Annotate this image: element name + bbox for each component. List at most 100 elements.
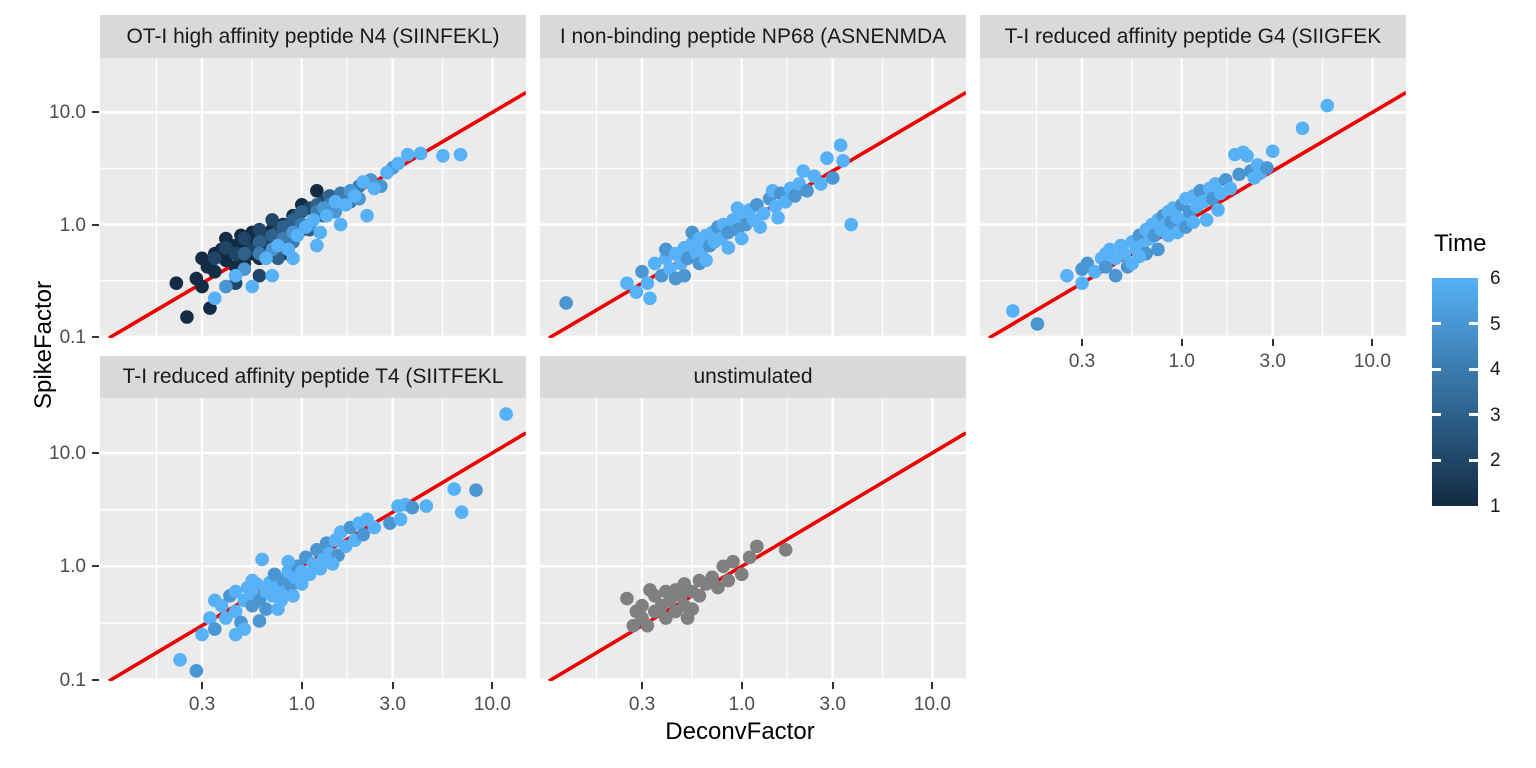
data-point [559, 296, 573, 310]
y-tick-label: 10.0 [49, 102, 86, 124]
data-point [454, 505, 469, 520]
data-point [356, 527, 370, 542]
data-point [447, 482, 461, 496]
data-point [640, 276, 655, 291]
y-tick-mark [92, 111, 99, 114]
legend-tick-label: 1 [1490, 496, 1501, 517]
data-point [1295, 121, 1310, 136]
data-point [237, 246, 252, 261]
data-point [635, 264, 649, 279]
x-tick-label: 3.0 [1259, 351, 1286, 372]
data-point [419, 499, 434, 513]
data-point [252, 268, 267, 283]
data-point [180, 310, 194, 324]
data-point [338, 197, 353, 212]
data-point [1240, 148, 1254, 163]
y-tick-mark [92, 335, 99, 338]
data-point [788, 189, 802, 203]
facet-plot-area [100, 58, 526, 338]
data-point [1151, 242, 1165, 257]
legend-tick-mark [1432, 458, 1441, 462]
legend-tick-mark [1469, 322, 1478, 326]
data-point [768, 199, 783, 214]
x-axis-title: DeconvFactor [665, 718, 815, 745]
data-point [1005, 304, 1020, 318]
legend-tick-mark [1432, 367, 1441, 371]
data-point [1099, 260, 1113, 274]
data-point [189, 663, 204, 678]
data-point [245, 573, 260, 588]
data-point [726, 554, 740, 569]
data-point [265, 228, 280, 243]
data-point [255, 552, 269, 567]
x-tick-label: 1.0 [728, 694, 755, 715]
facet-strip: T-I reduced affinity peptide T4 (SIITFEK… [100, 356, 526, 398]
facet-plot-area [100, 398, 526, 681]
legend-tick-mark [1432, 322, 1441, 326]
facet-panel [100, 398, 526, 681]
legend-tick-mark [1469, 367, 1478, 371]
x-tick-mark [1180, 339, 1183, 346]
data-point [348, 189, 362, 203]
data-point [635, 598, 649, 613]
x-tick-mark [931, 682, 934, 689]
data-point [836, 153, 850, 168]
facet-strip: I non-binding peptide NP68 (ASNENMDA [540, 15, 966, 58]
x-tick-mark [1081, 339, 1084, 346]
data-point [833, 138, 848, 152]
data-point [753, 220, 768, 234]
data-point [648, 256, 662, 271]
data-point [290, 228, 305, 243]
data-point [195, 627, 209, 642]
data-point [245, 279, 260, 294]
legend-tick-label: 5 [1490, 313, 1501, 335]
data-point [499, 407, 513, 421]
identity-line [988, 91, 1406, 338]
data-point [1199, 213, 1214, 227]
data-point [173, 652, 187, 667]
data-point [367, 520, 382, 535]
facet-strip-label: OT-I high affinity peptide N4 (SIINFEKL) [126, 24, 500, 48]
data-point [228, 627, 243, 642]
x-tick-label: 10.0 [1353, 351, 1391, 372]
data-point [742, 550, 757, 565]
data-point [1075, 276, 1089, 291]
data-point [325, 557, 340, 571]
y-tick-label: 0.1 [59, 326, 86, 348]
data-point [393, 512, 408, 527]
data-point [1088, 264, 1102, 279]
legend-tick-label: 2 [1490, 450, 1501, 472]
data-point [721, 241, 736, 255]
data-point [286, 251, 300, 266]
data-point [294, 204, 309, 219]
facet-strip-label: I non-binding peptide NP68 (ASNENMDA [559, 24, 947, 48]
data-point [294, 577, 309, 591]
data-point [711, 580, 725, 595]
data-point [629, 285, 644, 299]
data-point [1232, 167, 1246, 182]
data-point [252, 614, 267, 628]
data-point [750, 539, 764, 554]
x-tick-label: 10.0 [913, 694, 951, 715]
data-point [219, 611, 233, 625]
data-point [699, 253, 713, 268]
y-tick-mark [92, 223, 99, 226]
data-point [271, 602, 285, 616]
facet-panel [540, 398, 966, 681]
data-point [319, 208, 334, 223]
data-point [259, 602, 273, 616]
y-tick-mark [92, 565, 99, 568]
data-point [259, 251, 273, 266]
data-point [302, 567, 317, 582]
data-point [1247, 171, 1262, 185]
data-point [208, 593, 222, 608]
data-point [265, 213, 280, 227]
data-point [1075, 262, 1089, 277]
data-point [1161, 228, 1176, 243]
data-point [328, 194, 343, 209]
y-tick-mark [92, 678, 99, 681]
data-point [208, 291, 222, 306]
data-point [228, 604, 243, 619]
data-point [306, 213, 321, 227]
